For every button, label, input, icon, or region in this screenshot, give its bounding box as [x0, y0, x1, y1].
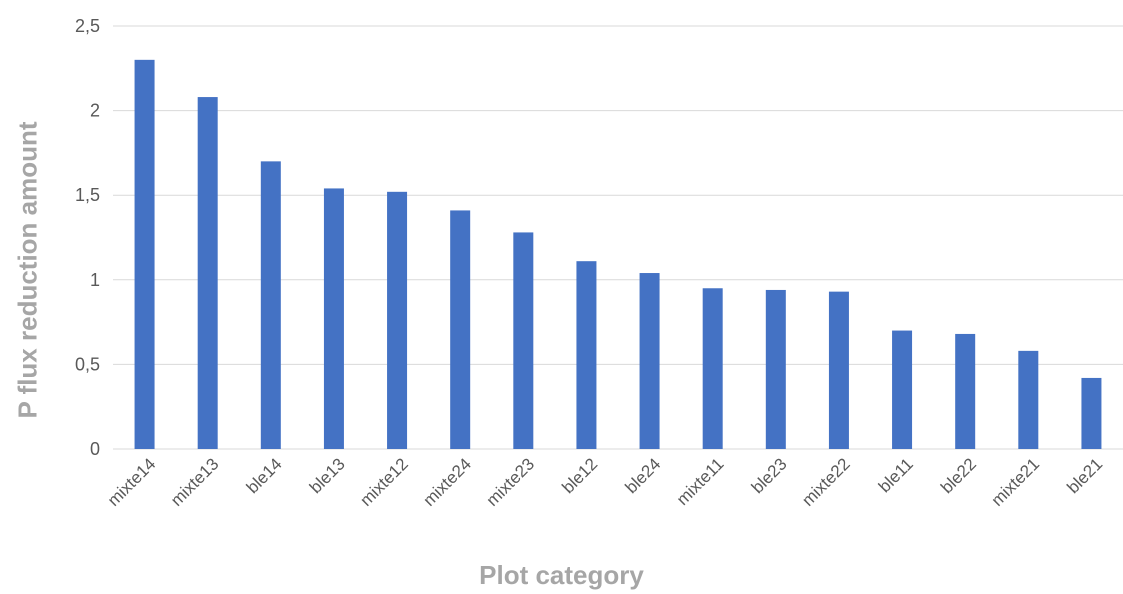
x-tick-label: mixte21 — [988, 454, 1044, 510]
x-tick-label: ble24 — [622, 454, 665, 497]
x-tick-label: mixte12 — [356, 454, 412, 510]
x-tick-label: ble21 — [1063, 454, 1106, 497]
x-tick-label: mixte23 — [483, 454, 539, 510]
bar — [134, 59, 155, 450]
y-tick-label: 1,5 — [75, 185, 100, 205]
y-tick-label: 1 — [90, 270, 100, 290]
bar — [1018, 350, 1039, 449]
x-tick-label: ble12 — [558, 454, 601, 497]
x-axis-title: Plot category — [479, 560, 644, 590]
bar — [576, 261, 597, 449]
bar — [1081, 377, 1102, 449]
bar — [323, 188, 344, 449]
x-tick-label: mixte11 — [673, 454, 728, 509]
bar — [260, 161, 281, 450]
x-tick-label: ble14 — [243, 454, 286, 497]
x-tick-label: mixte14 — [104, 454, 160, 510]
x-tick-label: ble13 — [306, 454, 349, 497]
y-tick-label: 0,5 — [75, 354, 100, 374]
x-tick-label: mixte22 — [798, 454, 854, 510]
x-tick-label: ble11 — [875, 454, 917, 496]
bar — [765, 289, 786, 449]
x-tick-label: ble22 — [937, 454, 980, 497]
x-tick-label: ble23 — [748, 454, 791, 497]
bar — [892, 330, 913, 449]
bar — [955, 333, 976, 449]
x-tick-label: mixte13 — [167, 454, 223, 510]
x-tick-label: mixte24 — [419, 454, 475, 510]
bar — [702, 288, 723, 449]
bar — [513, 232, 534, 449]
bar — [450, 210, 471, 449]
bar — [387, 191, 408, 450]
bar — [197, 97, 218, 450]
y-tick-label: 2 — [90, 101, 100, 121]
y-tick-label: 0 — [90, 439, 100, 459]
y-tick-label: 2,5 — [75, 16, 100, 36]
bar — [828, 291, 849, 449]
bar — [639, 273, 660, 449]
